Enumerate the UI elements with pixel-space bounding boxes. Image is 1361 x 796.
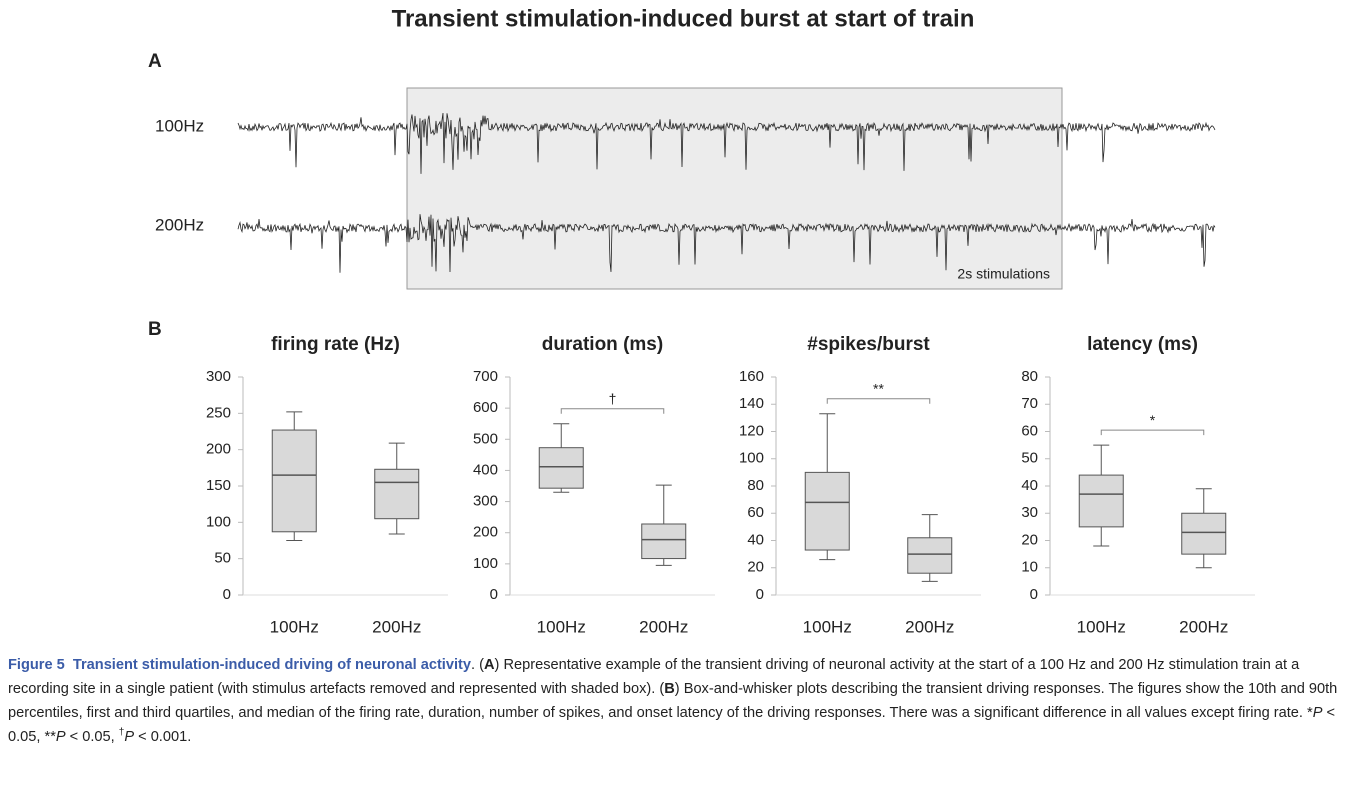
- panel-label: B: [148, 319, 162, 340]
- caption-text: P: [124, 729, 135, 745]
- y-tick-label: 20: [1021, 531, 1038, 548]
- y-tick-label: 60: [747, 504, 764, 521]
- y-tick-label: 0: [490, 586, 498, 603]
- y-tick-label: 500: [473, 430, 498, 447]
- x-tick-label: 200Hz: [1179, 617, 1228, 636]
- box: [641, 523, 687, 560]
- box: [804, 471, 850, 551]
- y-tick-label: 100: [739, 450, 764, 467]
- significance-label: *: [1150, 412, 1156, 428]
- y-tick-label: 300: [473, 493, 498, 510]
- x-tick-label: 100Hz: [270, 617, 319, 636]
- caption-text: . (: [471, 657, 484, 673]
- chart-title: #spikes/burst: [807, 334, 930, 355]
- trace: [237, 214, 1216, 273]
- caption-text: < 0.05,: [65, 729, 119, 745]
- y-tick-label: 250: [206, 404, 231, 421]
- trace-label: 200Hz: [155, 215, 204, 234]
- y-tick-label: 120: [739, 422, 764, 439]
- caption-text: < 0.05,: [8, 705, 1336, 745]
- stim-box: [406, 87, 1063, 290]
- caption-text: B: [664, 681, 675, 697]
- y-tick-label: 0: [1030, 586, 1038, 603]
- caption-text: P: [55, 729, 66, 745]
- caption-text: ) Box-and-whisker plots describing the t…: [8, 681, 1338, 721]
- y-tick-label: 150: [206, 477, 231, 494]
- figure-title: Transient stimulation-induced burst at s…: [392, 5, 975, 32]
- y-tick-label: 400: [473, 461, 498, 478]
- y-tick-label: 40: [1021, 477, 1038, 494]
- chart-title: latency (ms): [1087, 334, 1198, 355]
- box: [374, 468, 420, 520]
- y-tick-label: 80: [1021, 368, 1038, 385]
- y-tick-label: 140: [739, 395, 764, 412]
- y-tick-label: 60: [1021, 422, 1038, 439]
- traces: [237, 112, 1216, 273]
- y-tick-label: 10: [1021, 559, 1038, 576]
- significance-bracket: [1100, 429, 1205, 436]
- x-tick-label: 100Hz: [537, 617, 586, 636]
- caption-text: †: [118, 727, 125, 739]
- y-tick-label: 700: [473, 368, 498, 385]
- box: [538, 447, 584, 489]
- caption-text: P: [1312, 705, 1323, 721]
- y-tick-label: 50: [214, 550, 231, 567]
- chart-title: duration (ms): [542, 334, 663, 355]
- y-tick-label: 160: [739, 368, 764, 385]
- chart-title: firing rate (Hz): [271, 334, 400, 355]
- caption-text: **: [44, 729, 56, 745]
- stim-label: 2s stimulations: [957, 266, 1050, 282]
- figure: Transient stimulation-induced burst at s…: [148, 5, 1255, 637]
- significance-label: **: [873, 380, 884, 396]
- y-tick-label: 200: [473, 524, 498, 541]
- significance-bracket: [560, 408, 665, 414]
- caption-text: *: [1307, 705, 1313, 721]
- box: [1181, 512, 1227, 555]
- box: [271, 429, 317, 533]
- trace: [237, 112, 1216, 174]
- y-tick-label: 0: [756, 586, 764, 603]
- x-tick-label: 100Hz: [1077, 617, 1126, 636]
- x-tick-label: 200Hz: [639, 617, 688, 636]
- y-tick-label: 100: [206, 513, 231, 530]
- caption: Figure 5 Transient stimulation-induced d…: [8, 653, 1353, 749]
- x-tick-label: 200Hz: [372, 617, 421, 636]
- caption-label: Figure 5: [8, 657, 65, 673]
- y-tick-label: 30: [1021, 504, 1038, 521]
- y-tick-label: 50: [1021, 450, 1038, 467]
- caption-text: < 0.001.: [134, 729, 192, 745]
- y-tick-label: 300: [206, 368, 231, 385]
- y-tick-label: 100: [473, 555, 498, 572]
- y-tick-label: 40: [747, 531, 764, 548]
- y-tick-label: 200: [206, 441, 231, 458]
- significance-bracket: [826, 398, 931, 404]
- y-tick-label: 80: [747, 477, 764, 494]
- caption-text: A: [484, 657, 495, 673]
- y-tick-label: 0: [223, 586, 231, 603]
- panel-label: A: [148, 51, 162, 72]
- x-tick-label: 100Hz: [803, 617, 852, 636]
- caption-heading: Transient stimulation-induced driving of…: [72, 657, 472, 673]
- trace-label: 100Hz: [155, 116, 204, 135]
- y-tick-label: 600: [473, 399, 498, 416]
- y-tick-label: 20: [747, 559, 764, 576]
- y-tick-label: 70: [1021, 395, 1038, 412]
- box: [907, 537, 953, 574]
- significance-label: †: [609, 390, 617, 406]
- box: [1078, 474, 1124, 528]
- caption-text: ) Representative example of the transien…: [8, 657, 1300, 697]
- x-tick-label: 200Hz: [905, 617, 954, 636]
